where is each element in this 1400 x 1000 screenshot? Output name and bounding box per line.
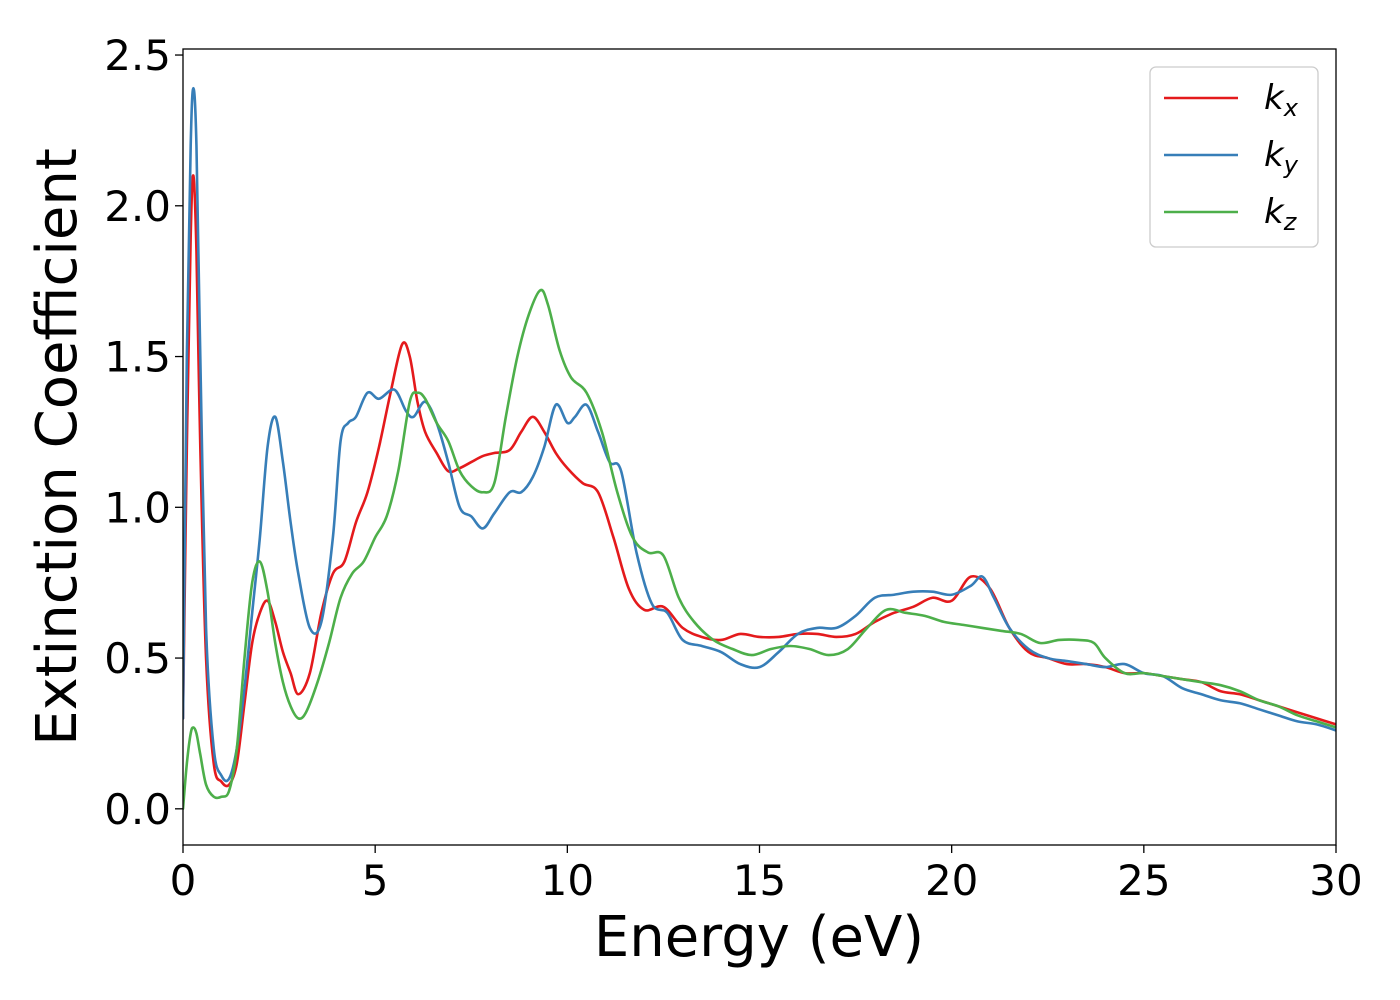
y-tick-label: 0.0: [104, 785, 171, 834]
legend-label-y: ky: [1264, 135, 1299, 179]
x-tick-label: 10: [541, 856, 594, 905]
series-line-y: [183, 86, 1336, 783]
series-layer: [183, 86, 1336, 811]
x-axis-title: Energy (eV): [594, 905, 924, 970]
legend-label-x: kx: [1264, 78, 1299, 122]
y-axis-title: Extinction Coefficient: [25, 148, 90, 746]
legend: kx ky kz: [1149, 66, 1319, 248]
series-line-z: [183, 288, 1336, 811]
series-line-x: [183, 174, 1336, 788]
y-tick-label: 0.5: [104, 634, 171, 683]
legend-label-z: kz: [1264, 192, 1298, 236]
x-axis-ticks: 0 5 10 15 20 25 30: [170, 845, 1363, 905]
x-tick-label: 30: [1309, 856, 1362, 905]
x-tick-label: 25: [1117, 856, 1170, 905]
x-tick-label: 0: [170, 856, 197, 905]
y-axis-ticks: 0.0 0.5 1.0 1.5 2.0 2.5: [104, 31, 183, 834]
x-tick-label: 20: [925, 856, 978, 905]
x-tick-label: 15: [733, 856, 786, 905]
y-tick-label: 2.5: [104, 31, 171, 80]
y-tick-label: 2.0: [104, 182, 171, 231]
x-tick-label: 5: [362, 856, 389, 905]
legend-box: [1149, 66, 1319, 248]
y-tick-label: 1.5: [104, 333, 171, 382]
y-tick-label: 1.0: [104, 483, 171, 532]
